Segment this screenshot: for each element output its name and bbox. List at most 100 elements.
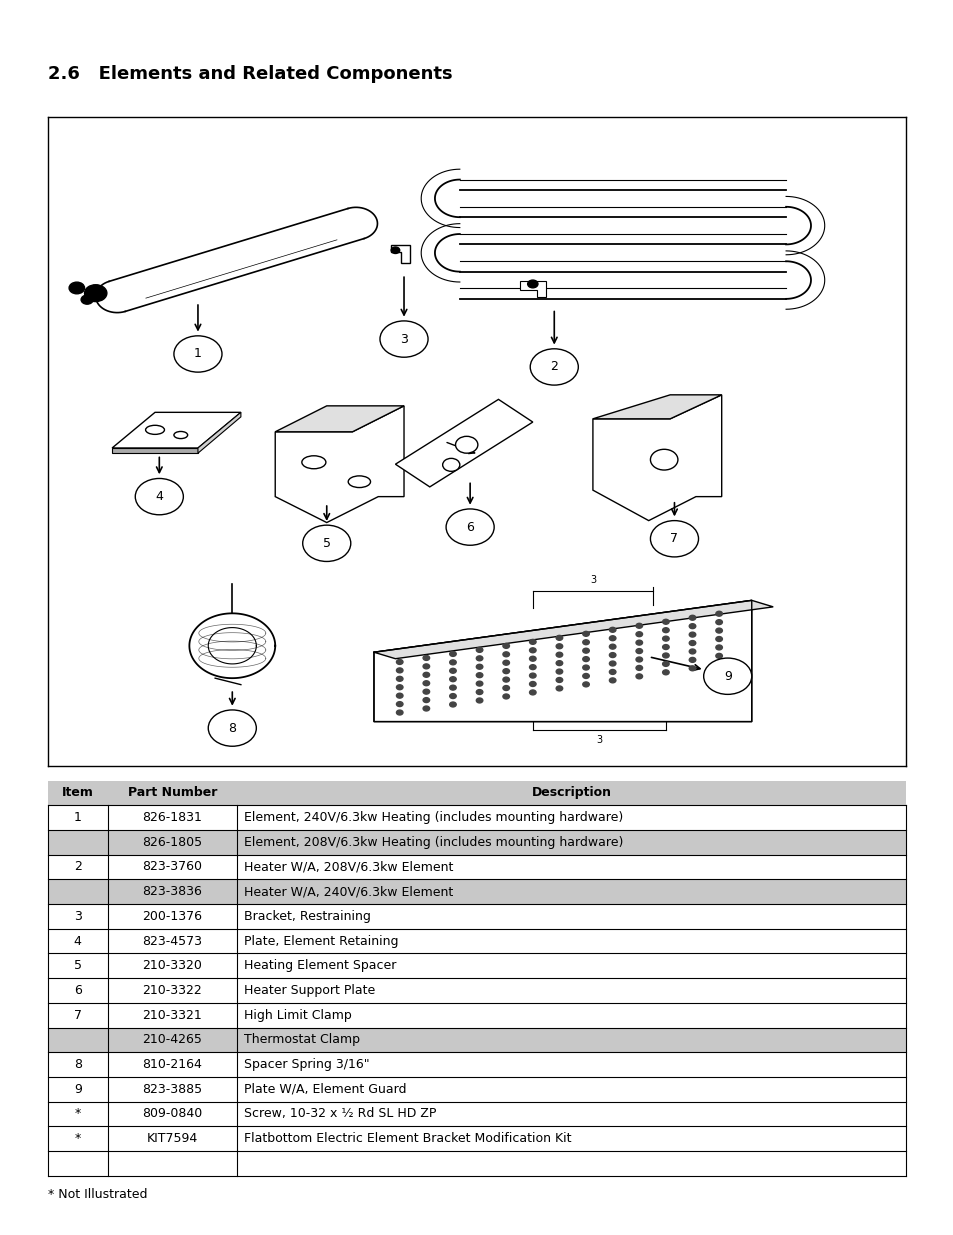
Circle shape — [502, 661, 509, 666]
Circle shape — [135, 478, 183, 515]
Circle shape — [529, 664, 536, 669]
Circle shape — [662, 653, 668, 658]
Circle shape — [715, 653, 721, 658]
Text: Bracket, Restraining: Bracket, Restraining — [244, 910, 371, 923]
Circle shape — [422, 680, 429, 685]
Text: 2.6   Elements and Related Components: 2.6 Elements and Related Components — [48, 65, 452, 83]
Circle shape — [688, 615, 695, 620]
Polygon shape — [519, 280, 545, 296]
Text: 4: 4 — [155, 490, 163, 503]
Text: 7: 7 — [670, 532, 678, 546]
Circle shape — [662, 636, 668, 641]
Text: 810-2164: 810-2164 — [142, 1058, 202, 1071]
Ellipse shape — [650, 450, 678, 471]
Circle shape — [609, 669, 616, 674]
Circle shape — [422, 706, 429, 711]
FancyBboxPatch shape — [48, 830, 905, 855]
Polygon shape — [274, 406, 404, 522]
Circle shape — [636, 657, 642, 662]
Circle shape — [715, 620, 721, 625]
Circle shape — [609, 661, 616, 666]
Text: 210-3322: 210-3322 — [142, 984, 202, 997]
Circle shape — [422, 689, 429, 694]
Ellipse shape — [301, 456, 326, 469]
Text: 1: 1 — [193, 347, 202, 361]
Text: 809-0840: 809-0840 — [142, 1108, 202, 1120]
Circle shape — [529, 690, 536, 695]
Text: 823-3885: 823-3885 — [142, 1083, 202, 1095]
Circle shape — [449, 659, 456, 664]
Text: 3: 3 — [399, 332, 408, 346]
Text: 6: 6 — [73, 984, 82, 997]
Polygon shape — [112, 448, 197, 453]
Circle shape — [173, 336, 222, 372]
Circle shape — [449, 694, 456, 699]
Circle shape — [609, 645, 616, 650]
Circle shape — [502, 643, 509, 648]
FancyBboxPatch shape — [48, 1003, 905, 1028]
Ellipse shape — [348, 475, 370, 488]
Circle shape — [396, 659, 402, 664]
Text: *: * — [74, 1132, 81, 1145]
Text: 1: 1 — [73, 811, 82, 824]
Circle shape — [422, 656, 429, 661]
Circle shape — [449, 677, 456, 682]
Ellipse shape — [173, 431, 188, 438]
FancyBboxPatch shape — [48, 978, 905, 1003]
Circle shape — [449, 668, 456, 673]
Text: *: * — [74, 1108, 81, 1120]
Circle shape — [582, 673, 589, 678]
Text: 210-3321: 210-3321 — [142, 1009, 202, 1021]
Text: 8: 8 — [73, 1058, 82, 1071]
Circle shape — [582, 657, 589, 662]
Circle shape — [208, 710, 256, 746]
Text: 210-4265: 210-4265 — [142, 1034, 202, 1046]
Text: 823-3760: 823-3760 — [142, 861, 202, 873]
Circle shape — [703, 658, 751, 694]
Text: KIT7594: KIT7594 — [147, 1132, 197, 1145]
Circle shape — [688, 657, 695, 662]
Text: 4: 4 — [73, 935, 82, 947]
Circle shape — [715, 629, 721, 634]
Circle shape — [609, 678, 616, 683]
Circle shape — [449, 651, 456, 656]
Text: 3: 3 — [596, 735, 601, 745]
Polygon shape — [274, 406, 404, 432]
Polygon shape — [592, 395, 721, 521]
Circle shape — [422, 672, 429, 677]
Circle shape — [636, 632, 642, 637]
Circle shape — [396, 668, 402, 673]
Text: High Limit Clamp: High Limit Clamp — [244, 1009, 352, 1021]
Ellipse shape — [456, 436, 477, 453]
Text: Heater W/A, 240V/6.3kw Element: Heater W/A, 240V/6.3kw Element — [244, 885, 453, 898]
Circle shape — [396, 710, 402, 715]
Circle shape — [422, 698, 429, 703]
Circle shape — [530, 348, 578, 385]
Circle shape — [662, 645, 668, 650]
Circle shape — [582, 682, 589, 687]
Text: Flatbottom Electric Element Bracket Modification Kit: Flatbottom Electric Element Bracket Modi… — [244, 1132, 571, 1145]
Polygon shape — [112, 412, 240, 448]
Circle shape — [527, 280, 537, 288]
Circle shape — [529, 640, 536, 645]
Circle shape — [636, 640, 642, 645]
Circle shape — [422, 664, 429, 669]
Circle shape — [636, 648, 642, 653]
Text: 9: 9 — [723, 669, 731, 683]
FancyBboxPatch shape — [48, 1052, 905, 1077]
Circle shape — [449, 685, 456, 690]
Circle shape — [476, 664, 482, 669]
Circle shape — [396, 701, 402, 706]
Circle shape — [582, 640, 589, 645]
Circle shape — [396, 677, 402, 682]
Circle shape — [502, 652, 509, 657]
Circle shape — [396, 693, 402, 698]
Text: Screw, 10-32 x ½ Rd SL HD ZP: Screw, 10-32 x ½ Rd SL HD ZP — [244, 1108, 436, 1120]
Circle shape — [502, 694, 509, 699]
FancyBboxPatch shape — [48, 1102, 905, 1126]
Text: Plate W/A, Element Guard: Plate W/A, Element Guard — [244, 1083, 406, 1095]
Text: Heater W/A, 208V/6.3kw Element: Heater W/A, 208V/6.3kw Element — [244, 861, 453, 873]
FancyBboxPatch shape — [48, 904, 905, 929]
Circle shape — [81, 295, 93, 304]
Text: Element, 240V/6.3kw Heating (includes mounting hardware): Element, 240V/6.3kw Heating (includes mo… — [244, 811, 623, 824]
